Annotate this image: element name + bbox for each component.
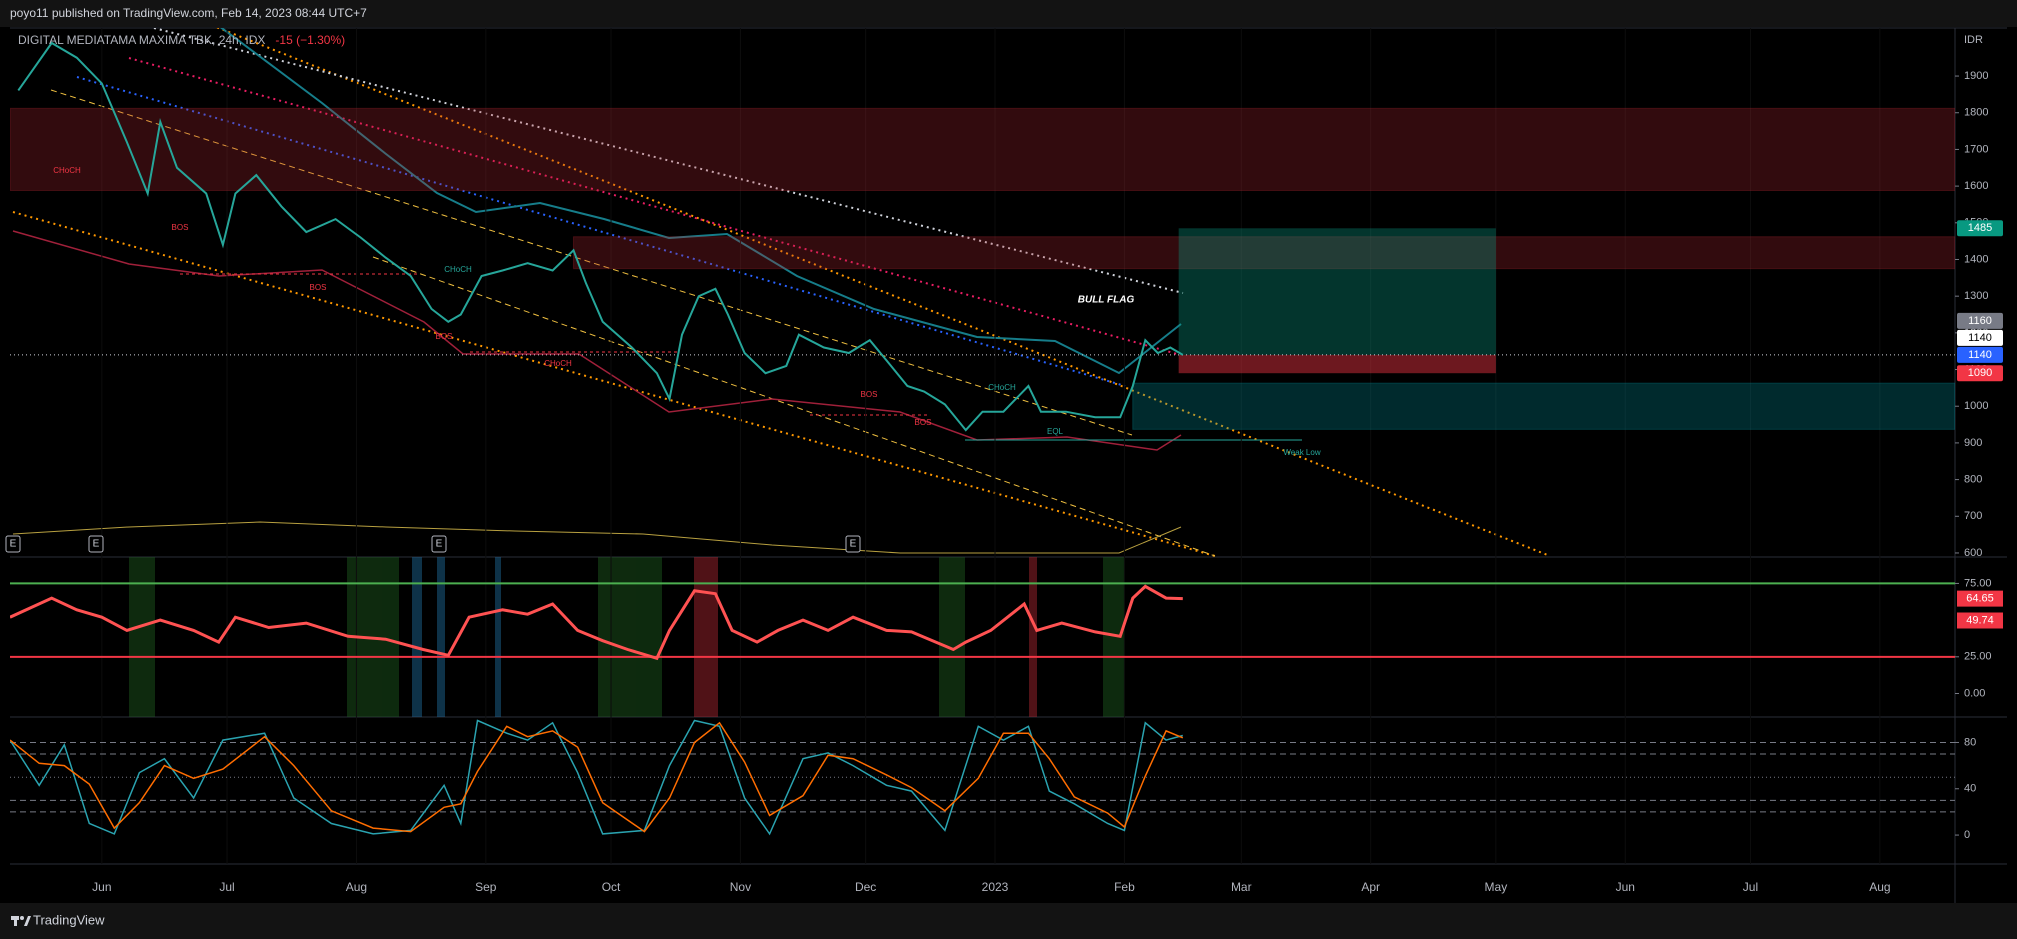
brand-logo: [11, 916, 31, 926]
x-tick-label: May: [1485, 880, 1508, 894]
x-tick-label: Apr: [1361, 880, 1380, 894]
earnings-label: E: [850, 539, 857, 550]
annotation: BOS: [172, 223, 189, 232]
price-tag: [1957, 365, 2003, 382]
price-tag-label: 1485: [1968, 222, 1992, 234]
y-tick-label: 900: [1964, 437, 1982, 449]
y-tick-label: 1300: [1964, 290, 1988, 302]
currency: IDR: [1964, 34, 1983, 46]
x-tick-label: Feb: [1114, 880, 1135, 894]
earnings-marker: [88, 535, 104, 553]
rsi-tag-label: 64.65: [1966, 593, 1994, 605]
y-tick-label: 1400: [1964, 253, 1988, 265]
x-tick-label: Sep: [475, 880, 497, 894]
y-tick-label: 75.00: [1964, 577, 1992, 589]
y-tick-label: 1900: [1964, 70, 1988, 82]
overlays: [12, 28, 1551, 557]
zone: [1132, 382, 1955, 430]
annotation: CHoCH: [988, 383, 1016, 392]
x-tick-label: 2023: [982, 880, 1009, 894]
rsi-line: [10, 584, 1183, 661]
brand: TradingView: [33, 912, 105, 927]
footer-bar: [0, 903, 2017, 939]
rsi-tag: [1957, 590, 2003, 607]
earnings-marker: [431, 535, 447, 553]
y-tick-label: 0.00: [1964, 687, 1985, 699]
y-tick-label: 700: [1964, 510, 1982, 522]
price-tag: [1957, 220, 2003, 237]
price-tag-label: 1140: [1968, 349, 1992, 361]
annotation: BOS: [436, 332, 453, 341]
price-change: -15 (−1.30%): [275, 33, 345, 47]
y-tick-label: 1600: [1964, 180, 1988, 192]
zone: [572, 236, 1955, 270]
y-tick-label: 1800: [1964, 107, 1988, 119]
publisher: poyo11 published on TradingView.com, Feb…: [10, 6, 367, 20]
x-tick-label: Jul: [219, 880, 234, 894]
symbol-title: DIGITAL MEDIATAMA MAXIMA TBK, 24h, IDX: [18, 33, 265, 47]
position-target: [1178, 228, 1496, 355]
x-tick-label: Jul: [1743, 880, 1758, 894]
price-tag-label: 1090: [1968, 367, 1992, 379]
annotation: BOS: [915, 418, 932, 427]
earnings-label: E: [436, 539, 443, 550]
price-tag-label: 1140: [1968, 332, 1992, 344]
x-tick-label: Nov: [730, 880, 751, 894]
x-tick-label: Oct: [602, 880, 621, 894]
earnings-marker: [5, 535, 21, 553]
annotation: EQL: [1047, 427, 1064, 436]
stoch-line: [10, 719, 1183, 836]
price-tag: [1957, 346, 2003, 363]
annotation: BULL FLAG: [1078, 295, 1135, 306]
zone: [10, 107, 1955, 192]
annotation: BOS: [310, 283, 327, 292]
y-tick-label: 1700: [1964, 143, 1988, 155]
x-tick-label: Mar: [1231, 880, 1252, 894]
price-tag: [1957, 329, 2003, 346]
annotation: Weak Low: [1283, 448, 1320, 457]
top-bar: [0, 0, 2017, 27]
x-tick-label: Jun: [92, 880, 111, 894]
x-tick-label: Aug: [1869, 880, 1890, 894]
y-tick-label: 40: [1964, 783, 1976, 795]
price-line: [17, 41, 1184, 432]
y-tick-label: 600: [1964, 547, 1982, 559]
x-tick-label: Dec: [855, 880, 876, 894]
stoch-line: [10, 721, 1184, 833]
earnings-marker: [845, 535, 861, 553]
price-tag: [1957, 312, 2003, 329]
x-tick-label: Aug: [346, 880, 367, 894]
price-tag-label: 1160: [1968, 315, 1992, 327]
annotation: CHoCH: [53, 166, 81, 175]
annotation: CHoCH: [544, 359, 572, 368]
earnings-label: E: [93, 539, 100, 550]
position-stop: [1178, 354, 1496, 374]
y-tick-label: 25.00: [1964, 651, 1992, 663]
annotation: CHoCH: [444, 265, 472, 274]
x-tick-label: Jun: [1616, 880, 1635, 894]
y-tick-label: 800: [1964, 474, 1982, 486]
annotation: BOS: [861, 390, 878, 399]
earnings-label: E: [10, 539, 17, 550]
y-tick-label: 0: [1964, 829, 1970, 841]
y-tick-label: 1000: [1964, 400, 1988, 412]
rsi-tag: [1957, 612, 2003, 629]
rsi-tag-label: 49.74: [1966, 614, 1994, 626]
y-tick-label: 80: [1964, 736, 1976, 748]
plot-area: [10, 28, 1955, 864]
